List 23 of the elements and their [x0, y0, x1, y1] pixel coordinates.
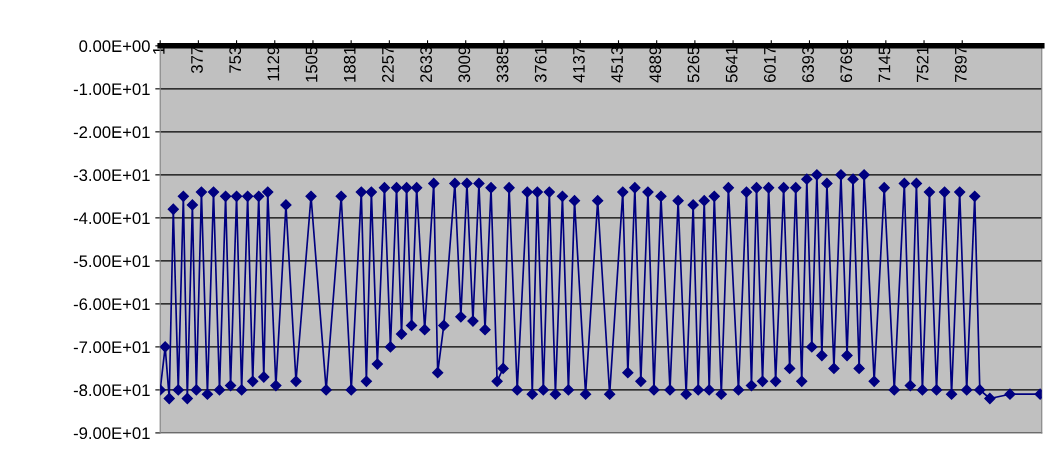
y-tick-label: 0.00E+00	[79, 40, 150, 53]
y-tick-label: -8.00E+01	[73, 384, 150, 397]
y-tick-label: -5.00E+01	[73, 255, 150, 268]
y-tick-label: -2.00E+01	[73, 126, 150, 139]
y-tick-label: -3.00E+01	[73, 169, 150, 182]
x-tick-label: 377	[191, 46, 203, 74]
y-tick-label: -4.00E+01	[73, 212, 150, 225]
y-tick-label: -9.00E+01	[73, 427, 150, 440]
x-tick-label: 5265	[687, 46, 700, 83]
x-tick-label: 7521	[916, 46, 929, 83]
x-tick-label: 1505	[305, 46, 318, 82]
y-tick-label: -7.00E+01	[73, 341, 150, 354]
x-tick-label: 3761	[534, 46, 547, 83]
x-tick-label: 2257	[382, 46, 394, 83]
x-tick-label: 4137	[572, 46, 585, 83]
x-tick-label: 3385	[496, 46, 509, 83]
x-tick-label: 5641	[725, 46, 738, 83]
x-tick-label: 6017	[763, 46, 776, 83]
x-tick-label: 7145	[878, 46, 891, 83]
x-tick-label: 1881	[343, 46, 356, 82]
x-tick-label: 7897	[954, 46, 967, 83]
y-tick-label: -1.00E+01	[73, 83, 150, 96]
y-tick-label: -6.00E+01	[73, 298, 150, 311]
